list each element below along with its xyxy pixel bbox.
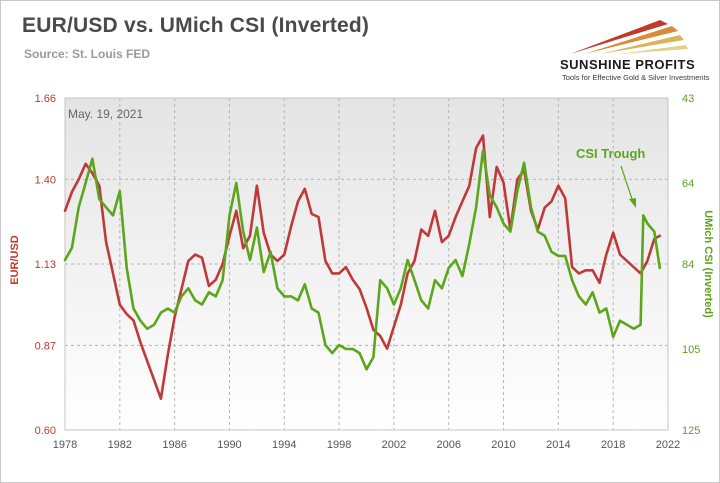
x-tick-label: 1982 <box>108 439 132 451</box>
x-tick-label: 1994 <box>272 439 296 451</box>
right-tick-label: 105 <box>682 344 700 356</box>
left-tick-label: 1.40 <box>35 174 56 186</box>
right-tick-label: 64 <box>682 178 694 190</box>
x-tick-label: 1978 <box>53 439 77 451</box>
logo-ray-3 <box>600 35 684 54</box>
left-tick-label: 1.66 <box>35 93 56 105</box>
left-tick-label: 1.13 <box>35 259 56 271</box>
left-tick-label: 0.60 <box>35 425 56 437</box>
gridlines <box>65 98 668 430</box>
logo: SUNSHINE PROFITS Tools for Effective Gol… <box>548 14 710 84</box>
x-tick-label: 2006 <box>436 439 460 451</box>
logo-tagline: Tools for Effective Gold & Silver Invest… <box>562 73 710 82</box>
x-tick-label: 2002 <box>382 439 406 451</box>
x-tick-label: 2022 <box>656 439 680 451</box>
x-tick-label: 2014 <box>546 439 570 451</box>
right-axis-label: UMich CSI (Inverted) <box>702 210 714 318</box>
eurusd-series-line <box>63 134 662 401</box>
left-axis: 1.66 1.40 1.13 0.87 0.60 <box>35 93 56 437</box>
logo-ray-2 <box>584 26 678 54</box>
chart-source: Source: St. Louis FED <box>24 47 151 61</box>
x-tick-label: 1998 <box>327 439 351 451</box>
right-tick-label: 43 <box>682 93 694 105</box>
x-axis: 1978 1982 1986 1990 1994 1998 2002 2006 2010 2014… <box>53 439 680 451</box>
logo-name: SUNSHINE PROFITS <box>560 57 696 72</box>
chart-title: EUR/USD vs. UMich CSI (Inverted) <box>22 14 370 37</box>
plot-border <box>64 97 669 431</box>
logo-ray-1 <box>570 20 668 54</box>
annotation-label: CSI Trough <box>576 146 645 161</box>
sun-rays-icon <box>570 20 688 54</box>
left-tick-label: 0.87 <box>35 340 56 352</box>
csi-series-line <box>63 149 662 371</box>
logo-ray-4 <box>618 45 688 54</box>
right-tick-label: 125 <box>682 425 700 437</box>
left-axis-label: EUR/USD <box>9 235 21 285</box>
x-tick-label: 2018 <box>601 439 625 451</box>
annotation-arrow-line <box>620 165 634 203</box>
right-tick-label: 84 <box>682 259 694 271</box>
x-tick-label: 1986 <box>162 439 186 451</box>
annotation-arrow-head <box>629 198 636 208</box>
series-layer <box>63 134 662 401</box>
date-label: May. 19, 2021 <box>68 107 143 121</box>
x-tick-label: 1990 <box>217 439 241 451</box>
x-tick-label: 2010 <box>491 439 515 451</box>
right-axis: 43 64 84 105 125 <box>682 93 700 437</box>
